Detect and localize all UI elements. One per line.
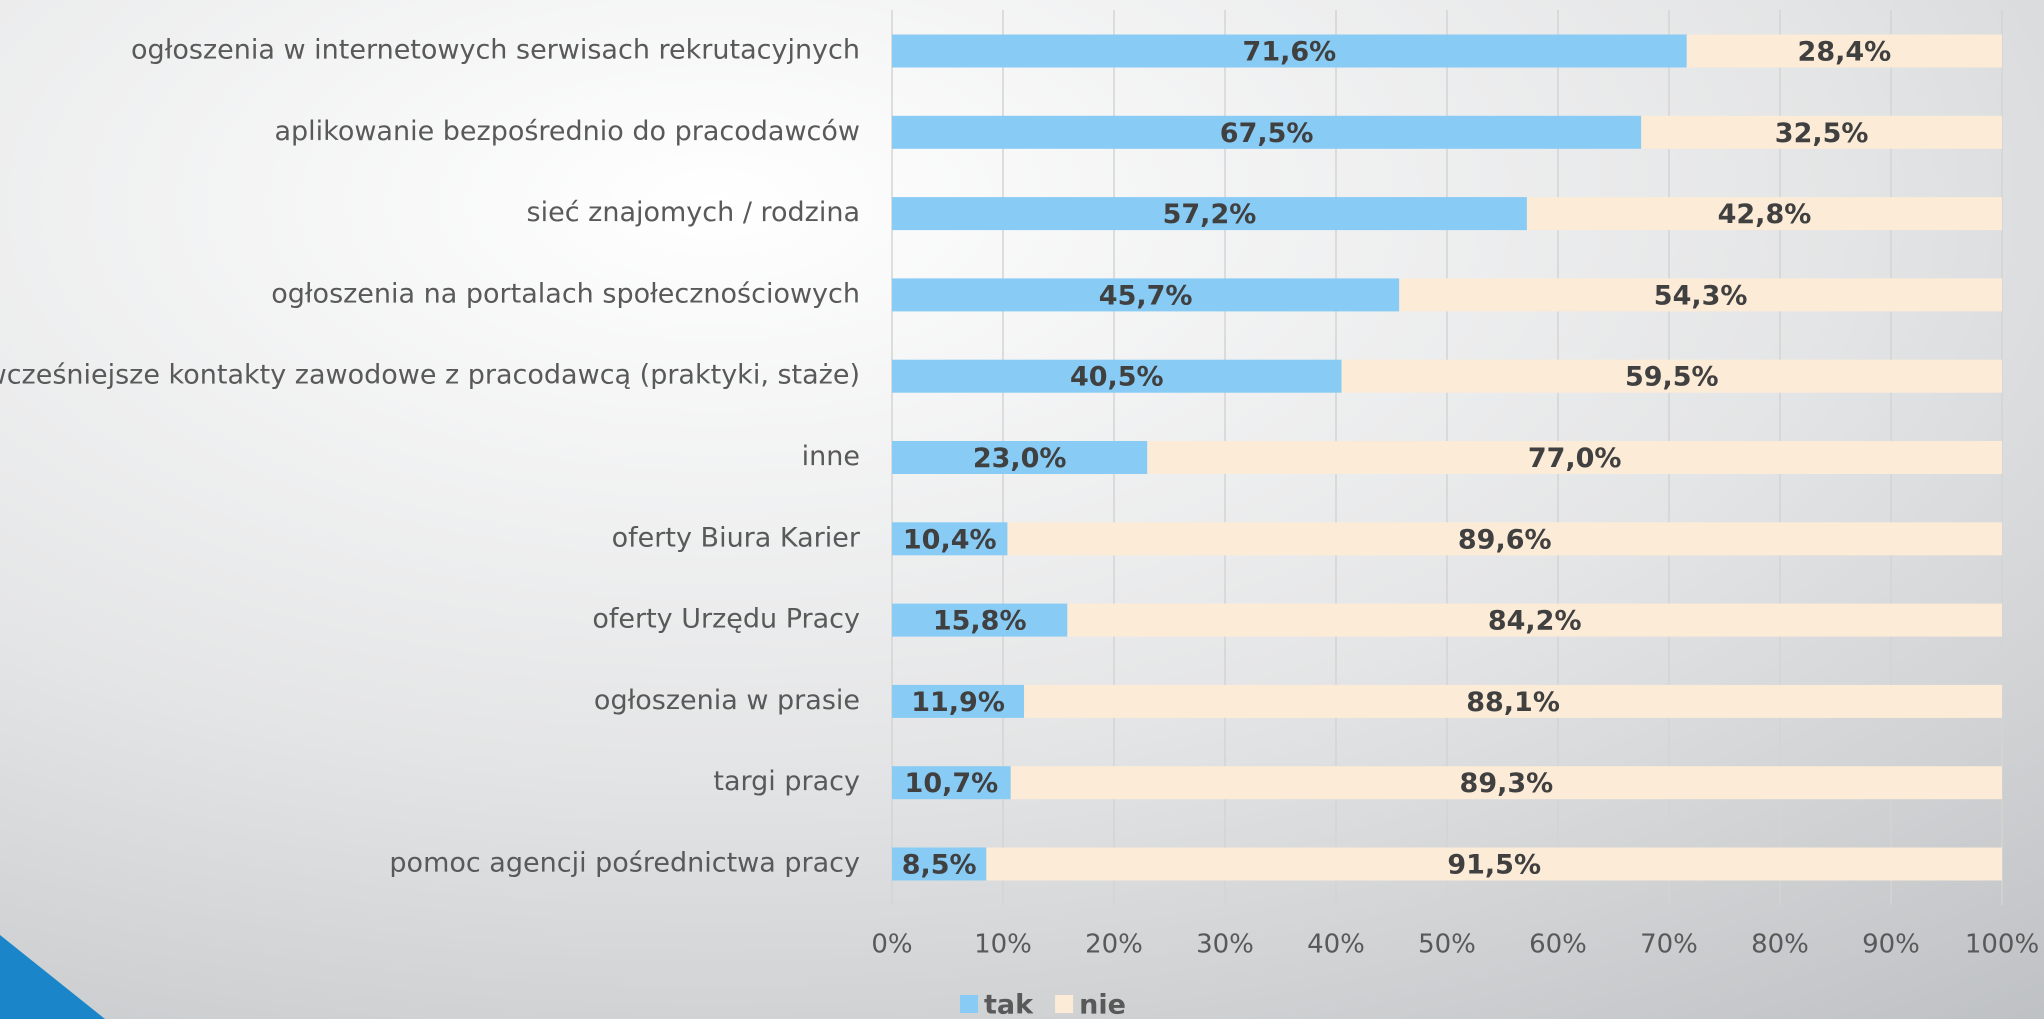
category-label: sieć znajomych / rodzina — [527, 197, 860, 228]
data-label: 32,5% — [1775, 118, 1869, 149]
data-label: 11,9% — [911, 687, 1005, 718]
x-tick-label: 0% — [871, 930, 912, 960]
category-label: inne — [802, 441, 860, 472]
data-label: 59,5% — [1625, 362, 1719, 393]
bar-segment — [1024, 684, 2002, 718]
data-label: 54,3% — [1654, 280, 1748, 311]
data-label: 77,0% — [1528, 443, 1622, 474]
x-tick-label: 50% — [1418, 930, 1476, 960]
bar-segment — [892, 766, 1011, 800]
data-label: 8,5% — [902, 850, 977, 881]
x-tick-label: 70% — [1640, 930, 1698, 960]
bar-segment — [1526, 197, 2002, 231]
data-label: 89,6% — [1458, 524, 1552, 555]
x-tick-label: 40% — [1307, 930, 1365, 960]
x-tick-label: 100% — [1965, 930, 2039, 960]
x-tick-label: 30% — [1196, 930, 1254, 960]
bar-segment — [1341, 359, 2002, 393]
data-label: 89,3% — [1460, 768, 1554, 799]
category-label: targi pracy — [713, 766, 860, 797]
x-tick-label: 80% — [1751, 930, 1809, 960]
category-label: aplikowanie bezpośrednio do pracodawców — [274, 116, 860, 147]
bar-segment — [1010, 766, 2002, 800]
data-label: 42,8% — [1718, 199, 1812, 230]
corner-decoration — [0, 935, 105, 1019]
category-label: ogłoszenia w prasie — [594, 685, 860, 716]
data-label: 88,1% — [1466, 687, 1560, 718]
x-tick-label: 60% — [1529, 930, 1587, 960]
legend-swatch — [1055, 995, 1074, 1013]
category-label: pomoc agencji pośrednictwa pracy — [389, 848, 860, 879]
bar-segment — [1067, 603, 2002, 637]
bar-segment — [1641, 115, 2002, 149]
bar-segment — [892, 684, 1025, 718]
x-tick-label: 90% — [1862, 930, 1920, 960]
category-label: oferty Urzędu Pracy — [592, 604, 860, 635]
data-label: 84,2% — [1488, 606, 1582, 637]
category-label: wcześniejsze kontakty zawodowe z pracoda… — [0, 360, 860, 391]
bar-segment — [1399, 278, 2002, 312]
data-label: 57,2% — [1163, 199, 1257, 230]
category-label: oferty Biura Karier — [612, 522, 861, 553]
data-label: 10,7% — [905, 768, 999, 799]
category-label: ogłoszenia na portalach społecznościowyc… — [271, 278, 860, 309]
bar-segment — [892, 847, 987, 881]
category-label: ogłoszenia w internetowych serwisach rek… — [131, 35, 860, 66]
bar-segment — [892, 603, 1068, 637]
bar-segment — [986, 847, 2002, 881]
data-label: 15,8% — [933, 606, 1027, 637]
legend-label: nie — [1079, 990, 1126, 1019]
bar-segment — [892, 278, 1400, 312]
legend-label: tak — [984, 990, 1034, 1019]
bar-segment — [1147, 441, 2002, 474]
data-label: 45,7% — [1099, 280, 1193, 311]
data-label: 23,0% — [973, 443, 1067, 474]
bar-segment — [892, 115, 1642, 149]
data-label: 10,4% — [903, 524, 997, 555]
bar-segment — [892, 34, 1687, 68]
x-tick-label: 20% — [1085, 930, 1143, 960]
bar-segment — [892, 522, 1008, 556]
data-label: 67,5% — [1220, 118, 1314, 149]
bar-segment — [892, 197, 1527, 231]
data-label: 28,4% — [1798, 37, 1892, 68]
bar-segment — [892, 441, 1148, 474]
bar-segment — [892, 359, 1342, 393]
x-tick-label: 10% — [974, 930, 1032, 960]
legend-swatch — [960, 995, 978, 1013]
bar-segment — [1007, 522, 2002, 556]
bar-segment — [1686, 34, 2002, 68]
data-label: 91,5% — [1447, 850, 1541, 881]
data-label: 71,6% — [1243, 37, 1337, 68]
data-label: 40,5% — [1070, 362, 1164, 393]
